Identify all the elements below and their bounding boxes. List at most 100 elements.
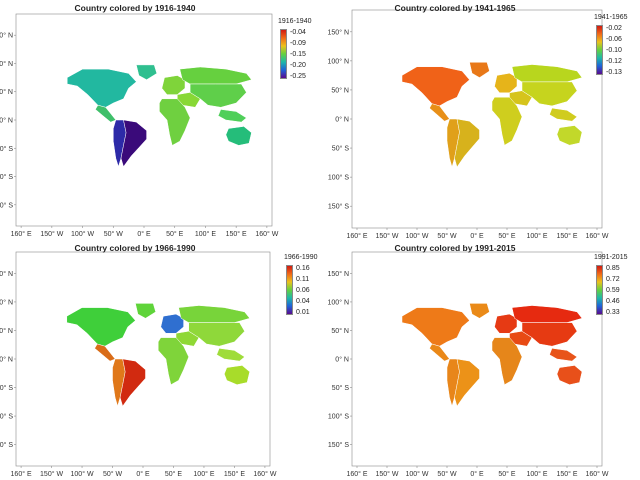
region-europe bbox=[494, 72, 518, 94]
legend-color-bar bbox=[596, 265, 603, 315]
x-axis-label: 50° W bbox=[103, 470, 123, 478]
legend-tick: -0.10 bbox=[606, 47, 622, 54]
legend-tick: 0.04 bbox=[296, 298, 310, 305]
y-axis-label: 150° N bbox=[0, 32, 13, 40]
x-axis-label: 100° E bbox=[526, 470, 547, 478]
region-south-america bbox=[454, 118, 480, 168]
y-axis-label: 50° N bbox=[0, 88, 13, 96]
x-axis-label: 150° W bbox=[375, 470, 398, 478]
region-south-america bbox=[120, 119, 147, 167]
region-africa bbox=[157, 337, 189, 385]
y-axis-label: 100° N bbox=[328, 298, 349, 306]
map-plot: 150° N 100° N 50° N 0° N 50° S 100° S 150° S 16… bbox=[328, 9, 609, 240]
x-axis-label: 50° E bbox=[498, 470, 516, 478]
region-europe bbox=[160, 313, 184, 334]
y-axis-label: 50° S bbox=[332, 145, 350, 153]
map-title: Country colored by 1966-1990 bbox=[74, 243, 196, 253]
map-title: Country colored by 1916-1940 bbox=[74, 3, 196, 13]
region-se-asia bbox=[217, 109, 247, 123]
y-axis-label: 100° N bbox=[328, 57, 349, 65]
x-axis-label: 50° W bbox=[437, 232, 457, 240]
x-axis-label: 160° E bbox=[11, 230, 32, 238]
x-axis-label: 160° W bbox=[585, 470, 608, 478]
x-axis-label: 0° E bbox=[470, 232, 484, 240]
x-axis-label: 150° E bbox=[226, 230, 247, 238]
legend-tick: 0.06 bbox=[296, 287, 310, 294]
y-axis-label: 50° N bbox=[0, 327, 13, 335]
region-central-america bbox=[94, 343, 116, 362]
region-south-america bbox=[119, 358, 146, 407]
region-asia bbox=[188, 322, 245, 347]
x-axis-label: 0° E bbox=[136, 470, 150, 478]
map-panel-1916-1940: 150° N 100° N 50° N 0° N 50° S 100° S 150° S 16… bbox=[0, 0, 320, 240]
x-axis-label: 50° E bbox=[498, 232, 516, 240]
x-axis-label: 50° E bbox=[166, 230, 184, 238]
map-plot: 150° N 100° N 50° N 0° N 50° S 100° S 150° S 16… bbox=[328, 251, 609, 478]
map-panel-1966-1990: 150° N 100° N 50° N 0° N 50° S 100° S 150° S 16… bbox=[0, 240, 320, 480]
x-axis-label: 50° E bbox=[165, 470, 183, 478]
legend-tick: -0.04 bbox=[290, 29, 306, 36]
legend-title: 1941-1965 bbox=[594, 14, 628, 21]
region-russia bbox=[178, 305, 250, 323]
y-axis-label: 100° S bbox=[328, 174, 349, 182]
x-axis-label: 100° W bbox=[71, 230, 94, 238]
x-axis-label: 150° W bbox=[40, 230, 63, 238]
x-axis-label: 150° W bbox=[40, 470, 63, 478]
x-axis-label: 100° W bbox=[71, 470, 94, 478]
legend-tick: 0.59 bbox=[606, 287, 620, 294]
x-axis-label: 160° E bbox=[346, 232, 367, 240]
region-africa bbox=[491, 337, 523, 385]
y-axis-label: 150° S bbox=[328, 441, 349, 449]
y-axis-label: 50° N bbox=[331, 86, 349, 94]
y-axis-label: 50° S bbox=[332, 384, 350, 392]
x-axis-label: 150° W bbox=[375, 232, 398, 240]
legend-title: 1916-1940 bbox=[278, 18, 312, 25]
legend-color-bar bbox=[596, 25, 603, 75]
region-africa bbox=[159, 98, 191, 146]
region-asia bbox=[189, 83, 247, 108]
region-north-america bbox=[401, 66, 470, 107]
region-north-america bbox=[66, 68, 137, 108]
x-axis-label: 150° E bbox=[556, 470, 577, 478]
legend-tick: -0.06 bbox=[606, 36, 622, 43]
map-plot: 150° N 100° N 50° N 0° N 50° S 100° S 150° S 16… bbox=[0, 13, 279, 238]
legend-tick: -0.02 bbox=[606, 25, 622, 32]
region-africa bbox=[491, 96, 523, 146]
region-australia bbox=[224, 365, 250, 385]
y-axis-label: 150° N bbox=[328, 270, 349, 278]
y-axis-label: 150° N bbox=[0, 270, 13, 278]
x-axis-label: 160° E bbox=[346, 470, 367, 478]
x-axis-label: 50° W bbox=[437, 470, 457, 478]
legend-tick: -0.13 bbox=[606, 69, 622, 76]
region-south-america bbox=[454, 358, 480, 407]
region-australia bbox=[556, 125, 583, 146]
x-axis-label: 50° W bbox=[104, 230, 124, 238]
x-axis-label: 100° E bbox=[526, 232, 547, 240]
legend-tick: -0.12 bbox=[606, 58, 622, 65]
legend-tick: 0.72 bbox=[606, 276, 620, 283]
y-axis-label: 150° N bbox=[328, 28, 349, 36]
y-axis-label: 0° N bbox=[0, 117, 13, 125]
legend-tick: 0.85 bbox=[606, 265, 620, 272]
y-axis-label: 150° S bbox=[0, 201, 13, 209]
legend-tick: -0.09 bbox=[290, 40, 306, 47]
region-central-america bbox=[429, 343, 450, 362]
x-axis-label: 0° E bbox=[137, 230, 151, 238]
y-axis-label: 100° N bbox=[0, 298, 13, 306]
legend-tick: -0.20 bbox=[290, 62, 306, 69]
region-central-america bbox=[429, 103, 450, 122]
x-axis-label: 0° E bbox=[470, 470, 484, 478]
region-russia bbox=[511, 305, 583, 323]
x-axis-label: 160° W bbox=[255, 230, 278, 238]
legend-color-bar bbox=[286, 265, 293, 315]
legend-title: 1966-1990 bbox=[284, 254, 318, 261]
y-axis-label: 50° S bbox=[0, 145, 13, 153]
x-axis-label: 160° W bbox=[585, 232, 608, 240]
region-central-america bbox=[95, 104, 117, 123]
legend-title: 1991-2015 bbox=[594, 254, 628, 261]
x-axis-label: 160° W bbox=[253, 470, 276, 478]
map-title: Country colored by 1941-1965 bbox=[394, 3, 516, 13]
region-russia bbox=[511, 64, 583, 83]
legend-tick: -0.25 bbox=[290, 73, 306, 80]
map-panel-1941-1965: 150° N 100° N 50° N 0° N 50° S 100° S 150° S 16… bbox=[320, 0, 640, 240]
